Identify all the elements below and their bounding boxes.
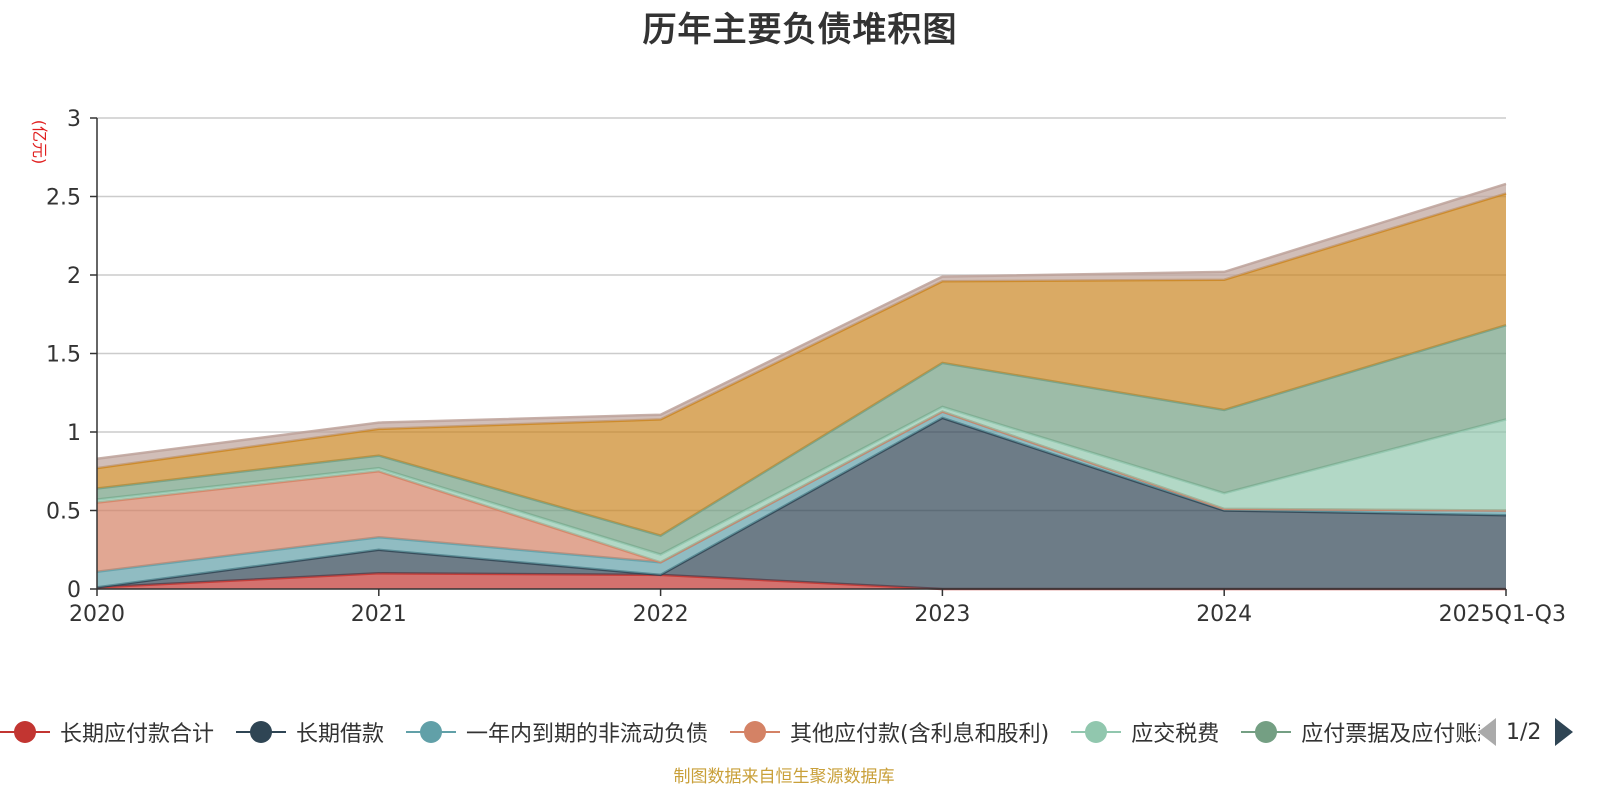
area-series-3: [97, 411, 1506, 572]
axes: 0 0.5 1 1.5 2 2.5 3 2020 2021 2022 2023 2024 2025Q1-…: [46, 107, 1566, 627]
legend-label: 其他应付款(含利息和股利): [790, 722, 1050, 747]
legend-item[interactable]: 应交税费: [1071, 712, 1219, 752]
y-tick-label: 3: [67, 107, 81, 132]
legend-label: 应付票据及应付账款: [1301, 722, 1480, 747]
area-series-0: [97, 573, 1506, 589]
legend-item[interactable]: 一年内到期的非流动负债: [406, 712, 708, 752]
y-tick-label: 0: [67, 578, 81, 603]
y-tick-label: 2.5: [46, 186, 81, 211]
legend-item[interactable]: 应付票据及应付账款: [1241, 712, 1480, 752]
legend-marker-icon: [1071, 717, 1122, 747]
legend-marker-icon: [236, 717, 287, 747]
area-series-6: [97, 193, 1506, 536]
legend-page-indicator: 1/2: [1506, 719, 1542, 745]
legend-marker-icon: [1241, 717, 1292, 747]
legend-item[interactable]: 其他应付款(含利息和股利): [730, 712, 1049, 752]
y-axis-unit-label: (亿元): [30, 120, 49, 165]
area-line-series-7: [96, 182, 1507, 460]
area-series-5: [97, 325, 1506, 555]
legend-item[interactable]: 长期应付款合计: [0, 712, 214, 752]
source-note: 制图数据来自恒生聚源数据库: [673, 767, 895, 787]
legend-prev-page-icon[interactable]: [1478, 718, 1496, 746]
legend-next-page-icon[interactable]: [1555, 718, 1574, 746]
x-tick-label: 2024: [1196, 602, 1252, 627]
legend-item[interactable]: 长期借款: [236, 712, 384, 752]
x-tick-label: 2023: [914, 602, 970, 627]
legend-label: 长期借款: [296, 722, 385, 747]
legend-marker-icon: [406, 717, 457, 747]
chart-legend: 长期应付款合计 长期借款 一年内到期的非流动负债 其他应付款(含利息和股利) 应交税费 应…: [0, 712, 1480, 752]
legend-label: 一年内到期的非流动负债: [466, 722, 709, 747]
y-tick-label: 1.5: [46, 343, 81, 368]
legend-marker-icon: [730, 717, 781, 747]
legend-marker-icon: [0, 717, 50, 747]
y-tick-label: 1: [67, 421, 81, 446]
area-series-1: [97, 417, 1506, 589]
x-tick-label: 2021: [351, 602, 407, 627]
x-tick-label: 2022: [633, 602, 689, 627]
y-tick-label: 2: [67, 264, 81, 289]
legend-pager: 1/2: [1478, 712, 1574, 752]
x-tick-label: 2020: [69, 602, 125, 627]
chart-title: 历年主要负债堆积图: [642, 10, 958, 50]
legend-label: 长期应付款合计: [60, 722, 215, 747]
stacked-areas: [96, 182, 1507, 591]
legend-label: 应交税费: [1131, 722, 1220, 747]
area-series-4: [97, 406, 1506, 563]
y-tick-label: 0.5: [46, 500, 81, 525]
x-tick-label: 2025Q1-Q3: [1439, 602, 1566, 627]
